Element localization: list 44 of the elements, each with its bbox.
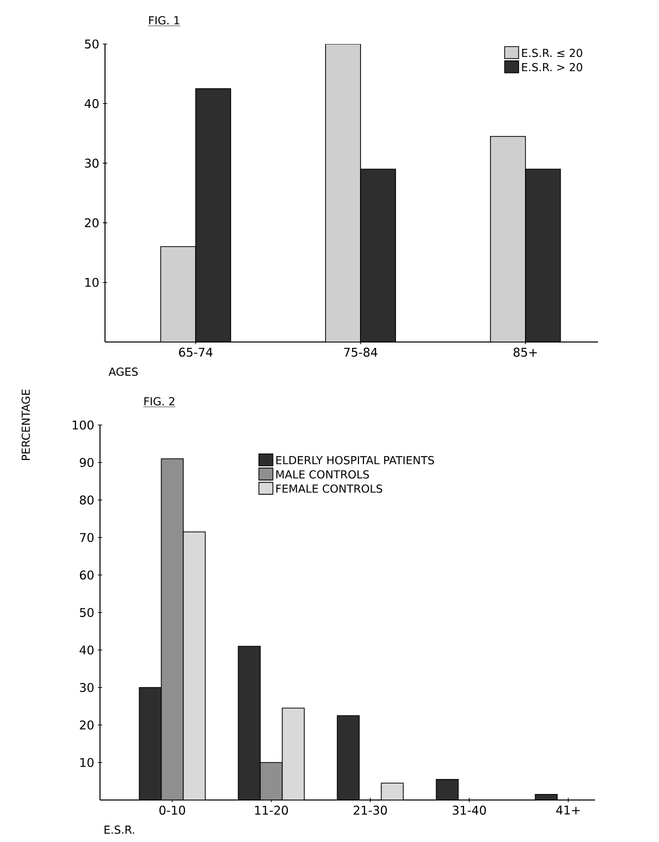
y-axis-title: PERCENTAGE [22, 390, 30, 460]
y-tick-label: 30 [84, 158, 99, 168]
bar [260, 762, 283, 800]
y-tick-label: 10 [80, 758, 94, 768]
legend-label: FEMALE CONTROLS [276, 484, 382, 493]
x-tick-label: 65-74 [179, 348, 212, 357]
y-tick-label: 40 [80, 645, 94, 655]
y-tick-label: 50 [80, 608, 94, 618]
bar [525, 168, 561, 342]
x-axis-title: AGES [108, 368, 138, 376]
x-axis-title: E.S.R. [104, 826, 134, 834]
y-tick-label: 20 [80, 720, 94, 730]
bar [182, 531, 206, 800]
chart-title: FIG. 2 [144, 397, 174, 406]
bar [160, 246, 196, 342]
y-tick-label: 70 [80, 532, 94, 542]
bar [282, 708, 305, 800]
y-tick-label: 60 [80, 570, 94, 580]
legend-label: MALE CONTROLS [276, 470, 369, 479]
x-tick-label: 85+ [514, 348, 537, 357]
chart-title: FIG. 1 [149, 16, 180, 24]
legend-label: ELDERLY HOSPITAL PATIENTS [276, 456, 434, 464]
x-tick-label: 41+ [556, 806, 580, 814]
y-tick-label: 20 [84, 218, 99, 228]
bar [490, 136, 526, 342]
x-tick-label: 11-20 [255, 806, 288, 815]
x-tick-label: 31-40 [452, 806, 486, 815]
bar [325, 44, 361, 342]
bar [360, 168, 396, 342]
y-tick-label: 40 [84, 99, 99, 108]
bar [195, 88, 232, 342]
x-tick-label: 21-30 [354, 806, 387, 815]
y-tick-label: 30 [80, 682, 94, 692]
x-tick-label: 0-10 [159, 806, 186, 815]
bar [380, 782, 404, 800]
bar [160, 458, 184, 800]
y-tick-label: 90 [80, 458, 94, 468]
legend-label: E.S.R. > 20 [522, 63, 582, 72]
x-tick-label: 75-84 [344, 348, 378, 357]
y-tick-label: 100 [72, 420, 94, 430]
y-tick-label: 10 [85, 278, 99, 287]
legend-label: E.S.R. ≤ 20 [522, 48, 582, 58]
y-tick-label: 50 [84, 39, 99, 49]
y-tick-label: 80 [80, 495, 94, 505]
